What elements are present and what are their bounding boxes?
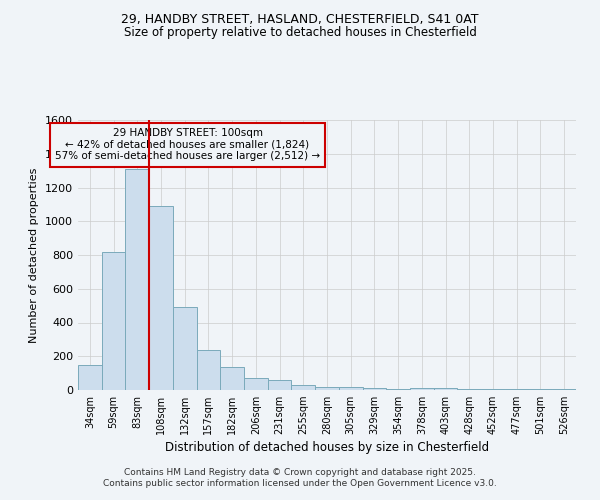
Bar xyxy=(457,389,481,390)
Bar xyxy=(292,385,315,390)
Bar xyxy=(434,388,457,390)
Bar xyxy=(362,388,386,390)
Bar xyxy=(386,389,410,390)
Bar xyxy=(505,389,529,390)
Bar xyxy=(315,386,339,390)
Bar xyxy=(125,169,149,390)
Bar xyxy=(244,378,268,390)
Text: Size of property relative to detached houses in Chesterfield: Size of property relative to detached ho… xyxy=(124,26,476,39)
Bar xyxy=(220,367,244,390)
Bar xyxy=(149,206,173,390)
X-axis label: Distribution of detached houses by size in Chesterfield: Distribution of detached houses by size … xyxy=(165,442,489,454)
Bar xyxy=(197,350,220,390)
Y-axis label: Number of detached properties: Number of detached properties xyxy=(29,168,40,342)
Bar xyxy=(339,388,362,390)
Text: 29, HANDBY STREET, HASLAND, CHESTERFIELD, S41 0AT: 29, HANDBY STREET, HASLAND, CHESTERFIELD… xyxy=(121,12,479,26)
Bar xyxy=(102,252,125,390)
Bar xyxy=(173,308,197,390)
Bar xyxy=(529,389,552,390)
Text: 29 HANDBY STREET: 100sqm
← 42% of detached houses are smaller (1,824)
57% of sem: 29 HANDBY STREET: 100sqm ← 42% of detach… xyxy=(55,128,320,162)
Bar xyxy=(481,389,505,390)
Bar xyxy=(78,364,102,390)
Bar xyxy=(268,380,292,390)
Bar xyxy=(552,389,576,390)
Text: Contains HM Land Registry data © Crown copyright and database right 2025.
Contai: Contains HM Land Registry data © Crown c… xyxy=(103,468,497,487)
Bar xyxy=(410,388,434,390)
